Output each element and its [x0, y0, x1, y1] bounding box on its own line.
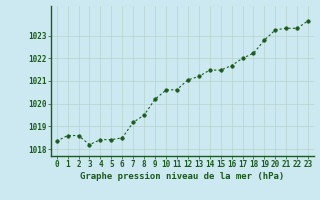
- X-axis label: Graphe pression niveau de la mer (hPa): Graphe pression niveau de la mer (hPa): [80, 172, 284, 181]
